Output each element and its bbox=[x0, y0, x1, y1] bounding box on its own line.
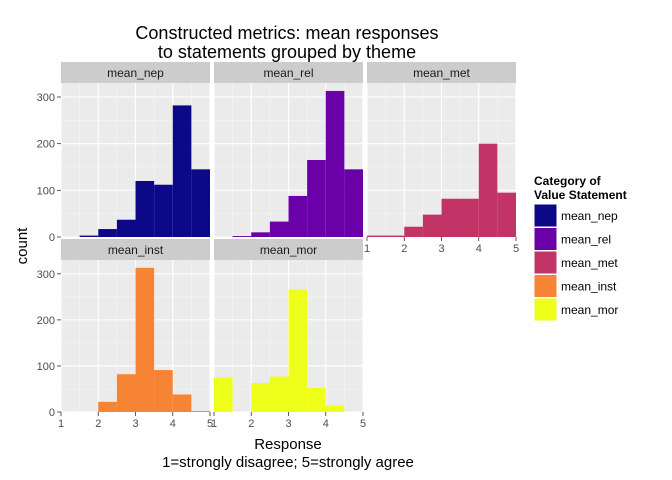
x-tick-label: 4 bbox=[476, 243, 482, 255]
histogram-bar bbox=[98, 229, 117, 237]
x-tick-label: 4 bbox=[323, 418, 329, 430]
x-tick-label: 1 bbox=[364, 243, 370, 255]
facet-strip bbox=[61, 62, 210, 83]
facet-strip-label: mean_nep bbox=[107, 66, 164, 80]
histogram-bar bbox=[172, 394, 192, 412]
histogram-bar bbox=[497, 192, 516, 237]
y-tick-label: 100 bbox=[37, 361, 55, 373]
histogram-bar bbox=[116, 219, 136, 237]
histogram-bar bbox=[441, 198, 479, 237]
legend-key-mean_nep bbox=[533, 203, 558, 228]
legend-label-mean_met: mean_met bbox=[561, 256, 618, 270]
y-tick-label: 200 bbox=[37, 315, 55, 327]
x-axis-subtitle: 1=strongly disagree; 5=strongly agree bbox=[162, 454, 414, 471]
histogram-bar bbox=[191, 169, 210, 237]
x-tick-label: 3 bbox=[438, 243, 444, 255]
histogram-bar bbox=[307, 388, 326, 412]
histogram-bar bbox=[269, 221, 289, 237]
histogram-bar bbox=[154, 370, 173, 412]
histogram-bar bbox=[344, 169, 363, 237]
y-tick-label: 200 bbox=[37, 139, 55, 151]
legend-key-mean_inst bbox=[533, 274, 558, 298]
y-axis-title: count bbox=[14, 227, 31, 265]
facet-panel-mean_met: mean_met 1 2 3 4 5 bbox=[364, 62, 519, 255]
chart-title-line-2: to statements grouped by theme bbox=[158, 42, 416, 62]
legend: Category of Value Statement mean_nepmean… bbox=[533, 174, 627, 322]
histogram-bar bbox=[135, 181, 155, 237]
histogram-bar bbox=[191, 411, 210, 412]
histogram-bar bbox=[404, 226, 423, 237]
histogram-bar bbox=[251, 382, 270, 412]
facet-panel-mean_inst: mean_inst 0 100 200 300 1 2 3 4 5 bbox=[37, 239, 213, 430]
y-tick-label: 0 bbox=[49, 232, 55, 244]
x-tick-label: 4 bbox=[170, 418, 176, 430]
histogram-bar bbox=[79, 235, 99, 237]
facet-strip-label: mean_inst bbox=[108, 243, 164, 257]
x-tick-label: 1 bbox=[58, 418, 64, 430]
facet-strip-label: mean_mor bbox=[260, 243, 317, 257]
histogram-bar bbox=[325, 90, 345, 237]
x-axis-title: Response bbox=[254, 436, 322, 453]
histogram-bar bbox=[288, 195, 308, 237]
chart-title-line-1: Constructed metrics: mean responses bbox=[135, 23, 438, 43]
legend-label-mean_inst: mean_inst bbox=[561, 280, 617, 294]
x-tick-label: 2 bbox=[401, 243, 407, 255]
x-tick-label: 1 bbox=[211, 418, 217, 430]
y-tick-label: 300 bbox=[37, 92, 55, 104]
y-tick-label: 100 bbox=[37, 185, 55, 197]
facet-panel-mean_mor: mean_mor 1 2 3 4 5 bbox=[211, 239, 366, 430]
x-tick-label: 5 bbox=[207, 418, 213, 430]
x-tick-label: 2 bbox=[95, 418, 101, 430]
x-tick-label: 5 bbox=[513, 243, 519, 255]
legend-title-line-1: Category of bbox=[534, 174, 602, 188]
facet-strip bbox=[367, 62, 516, 83]
facet-strip bbox=[214, 239, 363, 260]
histogram-bar bbox=[325, 405, 345, 412]
legend-key-mean_mor bbox=[533, 297, 558, 322]
facet-strip bbox=[61, 239, 210, 260]
histogram-bar bbox=[288, 289, 308, 412]
histogram-bar bbox=[98, 401, 117, 412]
facet-panel-mean_nep: mean_nep 0 100 200 300 bbox=[37, 62, 211, 244]
histogram-bar bbox=[116, 374, 136, 412]
legend-key-mean_met bbox=[533, 250, 558, 275]
y-tick-label: 0 bbox=[49, 407, 55, 419]
histogram-bar bbox=[214, 377, 233, 412]
histogram-bar bbox=[478, 143, 498, 237]
legend-title-line-2: Value Statement bbox=[534, 188, 627, 202]
histogram-bar bbox=[251, 232, 270, 237]
histogram-bar bbox=[307, 160, 326, 237]
x-tick-label: 3 bbox=[132, 418, 138, 430]
legend-label-mean_rel: mean_rel bbox=[561, 233, 611, 247]
histogram-bar bbox=[269, 376, 289, 412]
histogram-bar bbox=[232, 236, 252, 237]
legend-key-mean_rel bbox=[533, 227, 558, 251]
histogram-bar bbox=[135, 267, 155, 412]
x-tick-label: 5 bbox=[360, 418, 366, 430]
histogram-bar bbox=[367, 235, 405, 237]
y-tick-label: 300 bbox=[37, 269, 55, 281]
facet-panel-mean_rel: mean_rel bbox=[213, 62, 364, 238]
histogram-bar bbox=[172, 105, 192, 238]
facet-strip-label: mean_rel bbox=[263, 66, 313, 80]
histogram-bar bbox=[422, 214, 442, 237]
x-tick-label: 3 bbox=[285, 418, 291, 430]
legend-label-mean_nep: mean_nep bbox=[561, 209, 618, 223]
histogram-bar bbox=[154, 184, 173, 237]
facet-strip bbox=[214, 62, 363, 83]
facet-strip-label: mean_met bbox=[413, 66, 470, 80]
x-tick-label: 2 bbox=[248, 418, 254, 430]
legend-label-mean_mor: mean_mor bbox=[561, 303, 618, 317]
